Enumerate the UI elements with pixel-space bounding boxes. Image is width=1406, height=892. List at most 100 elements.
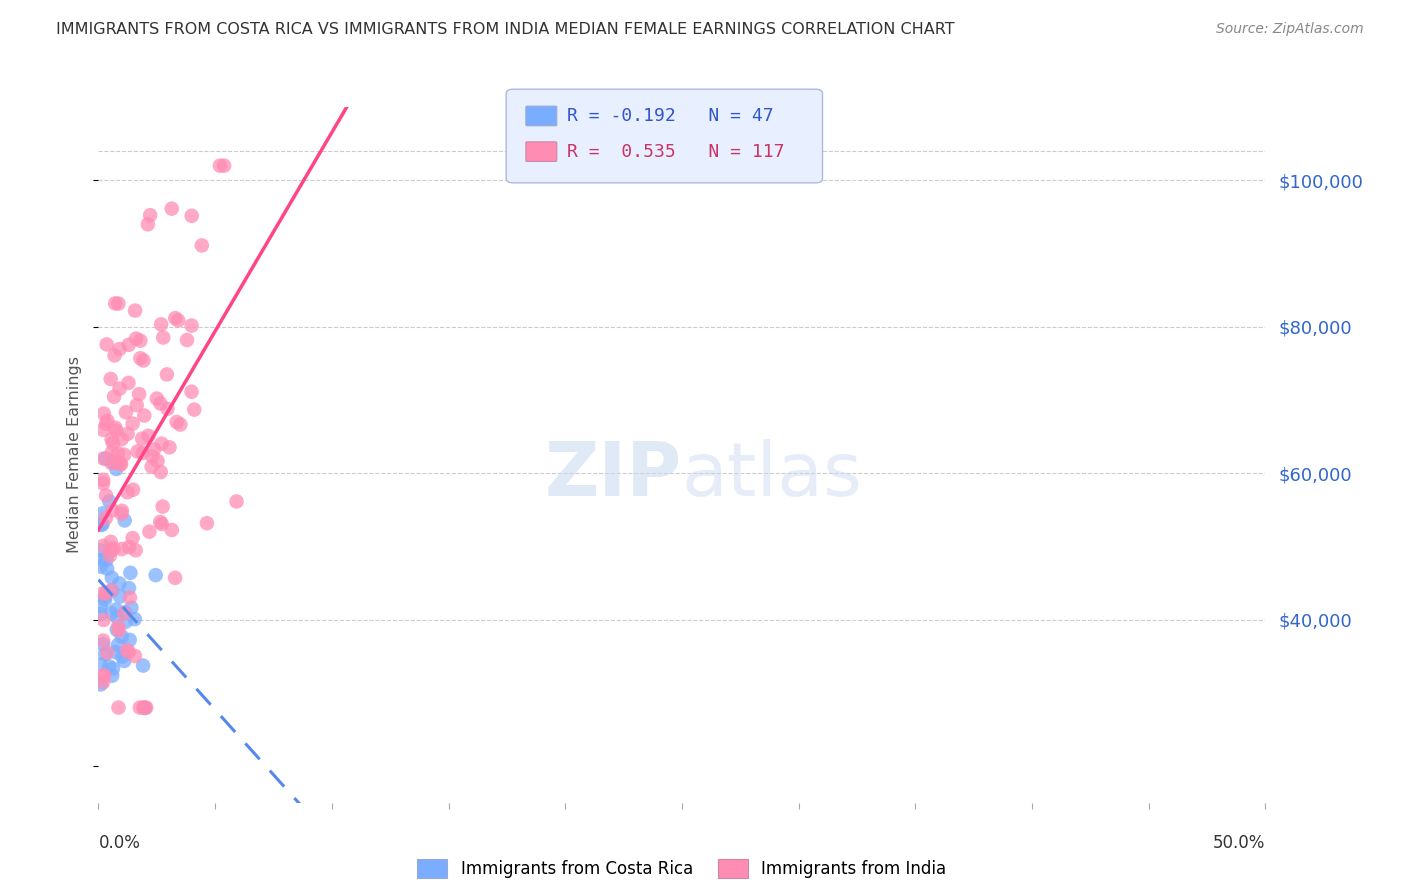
Point [120,600,142,615]
Point [149,396,172,410]
Point [91,507,114,521]
Point [149,465,172,479]
Point [90,559,112,574]
Point [91,637,114,651]
Point [91,476,114,491]
Point [225,494,247,508]
Point [101,662,124,676]
Point [167,313,190,327]
Point [100,534,122,549]
Point [110,507,132,521]
Point [112,448,135,462]
Point [103,541,125,556]
Point [94,586,117,600]
Point [150,436,173,450]
Text: R =  0.535   N = 117: R = 0.535 N = 117 [567,143,785,161]
Point [104,645,127,659]
Text: ZIP: ZIP [544,439,682,512]
Text: 50.0%: 50.0% [1213,834,1265,852]
Point [125,543,148,558]
Point [180,384,202,399]
Point [125,332,148,346]
Point [176,333,198,347]
Point [100,456,122,470]
Point [93,613,115,627]
Point [105,424,128,438]
Point [128,387,150,401]
Point [125,398,148,412]
Point [117,485,139,500]
Point [90,543,112,558]
Point [107,446,129,460]
Point [117,426,139,441]
Point [152,500,174,514]
Point [180,209,202,223]
Point [118,581,141,595]
Point [132,658,155,673]
Point [127,444,149,458]
Point [165,571,187,585]
Point [111,542,134,557]
Point [132,353,155,368]
Point [93,669,115,683]
Point [149,515,172,529]
Point [160,202,183,216]
Point [105,602,128,616]
Point [98,549,121,563]
Point [94,488,117,502]
Point [118,645,141,659]
Point [112,607,135,621]
Point [107,700,129,714]
Point [103,390,125,404]
Text: atlas: atlas [682,439,863,512]
Point [103,348,125,362]
Point [108,590,131,604]
Point [90,677,112,691]
Point [94,592,117,607]
Point [134,701,156,715]
Point [111,432,134,446]
Point [138,429,160,443]
Point [135,700,157,714]
Point [122,483,145,497]
Point [101,583,124,598]
Point [100,433,122,447]
Point [105,456,128,470]
Point [115,643,138,657]
Point [124,303,146,318]
Point [91,675,114,690]
Point [141,450,163,464]
Point [105,610,128,624]
Point [93,407,115,421]
Point [100,606,122,620]
Point [115,615,138,629]
Point [118,338,141,352]
Point [103,455,125,469]
Point [101,668,124,682]
Point [124,648,146,663]
Point [114,513,136,527]
Point [94,451,117,466]
Point [90,553,112,567]
Point [101,436,124,450]
Point [105,623,128,637]
Point [115,405,138,419]
Point [91,473,114,487]
Point [117,376,139,390]
Point [191,238,214,252]
Point [146,454,169,468]
Point [108,382,131,396]
Point [118,591,141,605]
Point [146,392,169,406]
Point [121,417,143,431]
Point [165,311,187,326]
Point [136,217,159,231]
Point [90,599,112,614]
Text: 0.0%: 0.0% [98,834,141,852]
Point [96,337,118,351]
Point [91,668,114,682]
Point [131,432,153,446]
Point [105,462,128,476]
Point [108,624,131,638]
Point [101,503,124,517]
